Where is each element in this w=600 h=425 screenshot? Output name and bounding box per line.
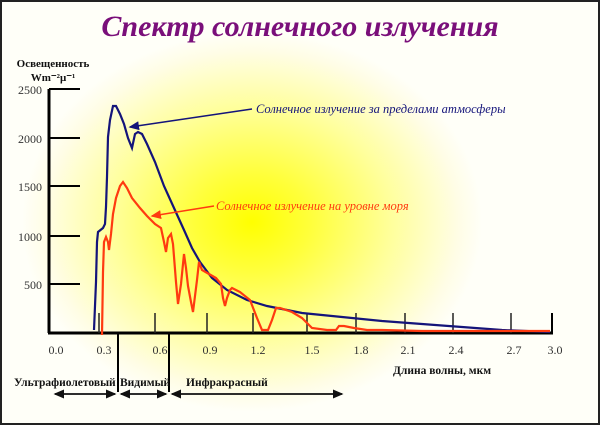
svg-text:1000: 1000	[18, 230, 42, 244]
svg-text:2000: 2000	[18, 132, 42, 146]
y-axis-label: Освещенность Wm⁻²μ⁻¹	[12, 57, 94, 85]
series-top-of-atmosphere	[92, 104, 551, 334]
region-label-ir: Инфракрасный	[186, 377, 268, 389]
y-axis-label-line1: Освещенность	[16, 58, 90, 70]
svg-text:1.5: 1.5	[305, 343, 320, 357]
series-sea-level	[100, 180, 550, 336]
svg-text:500: 500	[24, 278, 42, 292]
x-axis-label: Длина волны, мкм	[393, 365, 491, 377]
annotation-top-of-atmosphere: Солнечное излучение за пределами атмосфе…	[256, 102, 506, 116]
region-label-uv: Ультрафиолетовый	[14, 377, 116, 389]
region-label-visible: Видимый	[120, 377, 171, 389]
svg-text:3.0: 3.0	[548, 343, 563, 357]
chart-title: Спектр солнечного излучения	[101, 10, 499, 43]
svg-text:2.7: 2.7	[507, 343, 522, 357]
svg-text:1.2: 1.2	[251, 343, 266, 357]
svg-text:0.6: 0.6	[153, 343, 168, 357]
y-tick-labels: 2500 2000 1500 1000 500	[18, 83, 42, 292]
x-tick-labels: 0.0 0.3 0.6 0.9 1.2 1.5 1.8 2.1 2.4 2.7 …	[49, 343, 563, 357]
region-dividers	[117, 333, 170, 392]
svg-text:0.0: 0.0	[49, 343, 64, 357]
y-ticks	[49, 88, 80, 285]
top-curve-arrow	[128, 108, 253, 131]
annotation-sea-level: Солнечное излучение на уровне моря	[216, 199, 409, 213]
svg-text:0.3: 0.3	[97, 343, 112, 357]
svg-text:2.4: 2.4	[449, 343, 464, 357]
axes	[47, 89, 553, 335]
svg-text:1500: 1500	[18, 180, 42, 194]
svg-text:2500: 2500	[18, 83, 42, 97]
sea-level-arrow	[150, 205, 215, 220]
y-axis-units: Wm⁻²μ⁻¹	[30, 72, 76, 84]
svg-text:0.9: 0.9	[203, 343, 218, 357]
svg-text:2.1: 2.1	[401, 343, 416, 357]
svg-text:1.8: 1.8	[354, 343, 369, 357]
